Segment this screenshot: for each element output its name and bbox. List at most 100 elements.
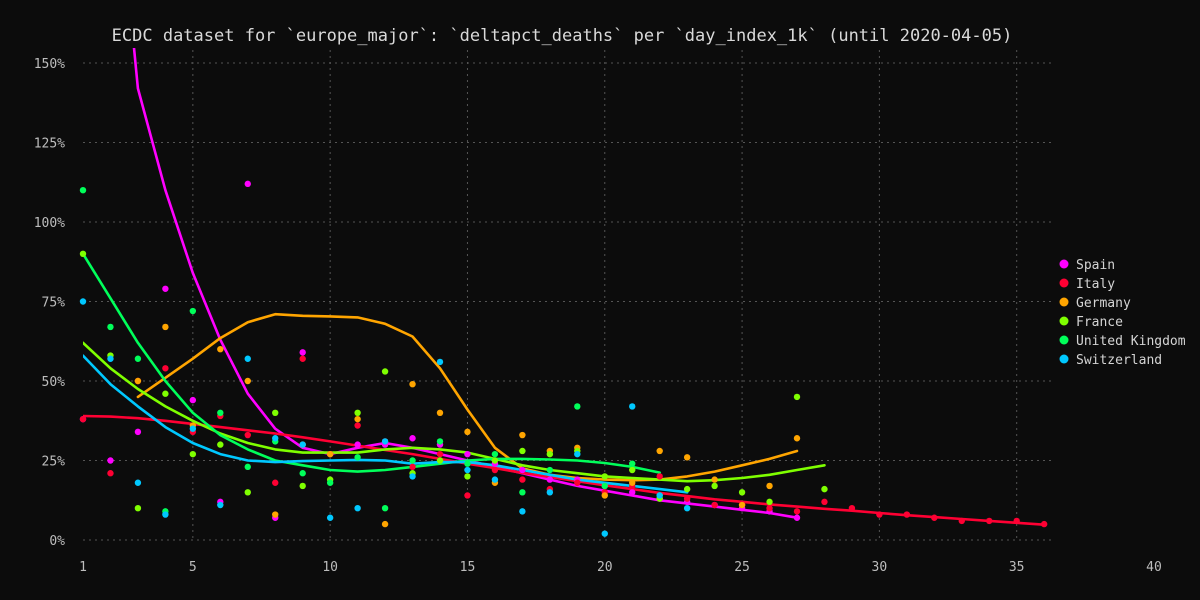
data-point-germany xyxy=(711,476,718,483)
data-point-italy xyxy=(931,514,938,521)
data-point-switzerland xyxy=(436,358,444,366)
data-point-germany xyxy=(683,454,691,461)
legend: Spain Italy Germany France United Kingdom Swi… xyxy=(1059,258,1186,368)
data-point-germany xyxy=(162,323,169,331)
data-point-italy xyxy=(299,355,306,362)
grid xyxy=(83,50,1055,541)
data-point-germany xyxy=(326,450,334,458)
data-point-france xyxy=(79,250,87,257)
legend-label-united-kingdom: United Kingdom xyxy=(1076,334,1186,349)
data-point-switzerland xyxy=(134,479,142,486)
data-point-italy xyxy=(876,511,883,518)
data-point-italy xyxy=(1013,517,1020,525)
data-point-france xyxy=(244,489,251,496)
data-point-italy xyxy=(821,498,828,506)
y-tick-label: 125% xyxy=(34,137,65,152)
data-point-germany xyxy=(409,380,416,388)
data-point-switzerland xyxy=(546,489,554,496)
y-tick-label: 0% xyxy=(49,534,65,549)
data-point-switzerland xyxy=(381,438,389,445)
data-point-italy xyxy=(436,450,444,458)
data-point-switzerland xyxy=(491,476,499,483)
data-point-united-kingdom xyxy=(299,470,306,477)
data-point-spain xyxy=(409,435,416,442)
data-point-france xyxy=(491,457,499,464)
y-tick-label: 25% xyxy=(42,455,66,470)
data-point-germany xyxy=(381,520,389,528)
data-point-germany xyxy=(464,428,471,436)
legend-marker-united-kingdom xyxy=(1059,335,1069,345)
data-point-united-kingdom xyxy=(519,489,526,496)
trend-line-spain xyxy=(132,48,799,519)
data-point-france xyxy=(189,450,197,458)
data-point-germany xyxy=(217,346,224,353)
data-point-france xyxy=(272,409,279,416)
data-point-germany xyxy=(766,482,773,490)
data-point-united-kingdom xyxy=(436,438,444,445)
data-point-united-kingdom xyxy=(326,479,334,486)
legend-label-switzerland: Switzerland xyxy=(1076,353,1162,368)
y-tick-label: 75% xyxy=(42,296,66,311)
legend-marker-italy xyxy=(1059,278,1069,288)
legend-label-france: France xyxy=(1076,315,1123,330)
data-point-france xyxy=(519,447,526,455)
legend-marker-spain xyxy=(1059,259,1069,269)
data-point-united-kingdom xyxy=(491,450,499,458)
data-point-italy xyxy=(1040,520,1048,528)
data-point-italy xyxy=(848,505,856,512)
data-point-germany xyxy=(738,501,746,509)
data-point-italy xyxy=(656,473,663,480)
trend-line-italy xyxy=(83,414,1046,526)
data-point-switzerland xyxy=(409,473,416,480)
data-point-switzerland xyxy=(354,505,361,512)
data-point-united-kingdom xyxy=(629,460,636,467)
x-tick-label: 30 xyxy=(872,560,888,575)
data-point-united-kingdom xyxy=(244,463,251,471)
data-point-united-kingdom xyxy=(79,187,87,194)
data-point-france xyxy=(354,409,361,416)
data-point-italy xyxy=(464,492,471,499)
legend-label-italy: Italy xyxy=(1076,277,1115,292)
data-point-spain xyxy=(629,489,636,496)
data-point-germany xyxy=(793,435,801,442)
trend-line-germany xyxy=(136,312,799,482)
chart-title: ECDC dataset for `europe_major`: `deltap… xyxy=(112,26,1013,46)
data-point-italy xyxy=(354,422,361,429)
data-point-spain xyxy=(134,428,142,436)
legend-marker-switzerland xyxy=(1059,354,1069,364)
data-point-united-kingdom xyxy=(409,457,416,464)
data-point-spain xyxy=(519,466,526,474)
data-point-switzerland xyxy=(656,492,663,499)
data-point-united-kingdom xyxy=(381,505,389,512)
data-point-spain xyxy=(299,349,306,356)
data-point-switzerland xyxy=(189,425,197,432)
data-point-united-kingdom xyxy=(189,307,197,315)
data-point-germany xyxy=(244,377,251,385)
data-point-switzerland xyxy=(629,403,636,410)
data-point-italy xyxy=(162,365,169,372)
data-point-italy xyxy=(766,505,773,512)
data-point-spain xyxy=(464,450,471,458)
data-point-italy xyxy=(683,495,691,502)
data-point-italy xyxy=(574,479,581,486)
data-point-spain xyxy=(793,514,801,521)
legend-marker-france xyxy=(1059,316,1069,326)
y-tick-label: 150% xyxy=(34,57,65,72)
data-point-spain xyxy=(354,441,361,448)
data-point-switzerland xyxy=(519,508,526,515)
x-tick-label: 40 xyxy=(1146,560,1162,575)
data-point-united-kingdom xyxy=(107,323,114,331)
data-point-italy xyxy=(491,466,499,474)
data-point-france xyxy=(601,473,608,480)
trend-line-united-kingdom xyxy=(83,252,661,474)
data-point-switzerland xyxy=(601,530,608,537)
data-point-france xyxy=(683,485,691,493)
data-point-france xyxy=(162,390,169,397)
data-point-switzerland xyxy=(574,450,581,458)
x-tick-label: 35 xyxy=(1009,560,1025,575)
data-point-germany xyxy=(519,431,526,439)
data-point-france xyxy=(766,498,773,506)
data-point-france xyxy=(464,473,471,480)
data-point-france xyxy=(217,441,224,448)
data-points xyxy=(79,180,1048,537)
